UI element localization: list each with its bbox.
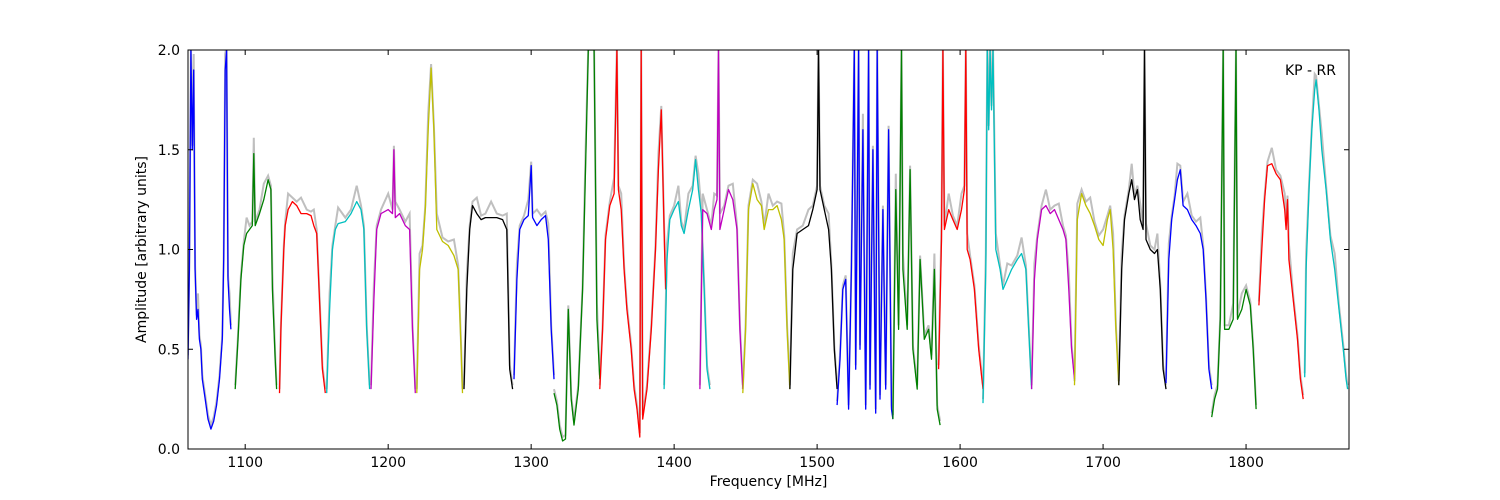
x-tick-label: 1800 [1228,455,1264,471]
background-trace-19 [1073,186,1120,382]
series-line-18 [1030,204,1076,390]
series-line-23 [1258,163,1304,400]
y-tick-label: 2.0 [158,43,180,59]
x-tick-label: 1400 [656,455,692,471]
x-tick-label: 1200 [370,455,406,471]
series-line-1 [234,153,278,390]
series-line-24 [1304,79,1349,390]
series-line-2 [278,200,326,394]
x-axis-label: Frequency [MHz] [710,474,828,490]
series-line-12 [742,183,791,394]
annotation-label: KP - RR [1285,63,1336,79]
series-line-4 [370,149,416,394]
series-line-8 [553,50,601,442]
background-trace-12 [741,177,791,390]
series-line-0 [188,50,232,430]
plot-frame [187,49,1350,450]
series-line-5 [416,67,464,394]
background-trace-17 [982,50,1033,400]
series-line-19 [1073,192,1120,386]
series-line-21 [1165,169,1213,390]
y-tick-label: 1.0 [158,243,180,259]
series-line-22 [1211,50,1257,418]
background-trace-24 [1303,70,1349,386]
series-line-15 [892,50,941,426]
y-axis-label: Amplitude [arbitrary units] [134,156,150,343]
x-tick-label: 1500 [799,455,835,471]
background-trace-4 [370,145,417,390]
x-tick-label: 1100 [227,455,263,471]
series-line-16 [937,50,984,390]
y-tick-label: 1.5 [158,143,180,159]
series-line-14 [836,50,894,420]
series-group [188,50,1349,442]
background-trace-20 [1117,50,1167,386]
background-trace-7 [513,161,555,376]
x-tick-label: 1600 [942,455,978,471]
series-line-17 [982,50,1033,404]
series-line-13 [789,50,838,390]
series-line-9 [599,50,667,438]
background-trace-3 [325,185,371,390]
background-trace-8 [553,50,601,439]
background-trace-group [188,50,1349,439]
y-tick-label: 0.5 [158,342,180,358]
y-tick-label: 0.0 [158,442,180,458]
series-line-6 [463,204,514,390]
background-trace-13 [788,50,839,386]
tick-group: 1100 1200 1300 1400 1500 1600 1700 1800 0.0 0.5 1.… [158,43,1349,471]
series-line-3 [326,200,371,394]
x-tick-label: 1700 [1085,455,1121,471]
background-trace-1 [234,137,278,386]
series-line-7 [513,165,555,380]
series-line-20 [1118,50,1167,390]
x-tick-label: 1300 [513,455,549,471]
series-line-10 [663,159,711,390]
background-trace-2 [278,191,327,390]
series-line-11 [699,50,744,390]
